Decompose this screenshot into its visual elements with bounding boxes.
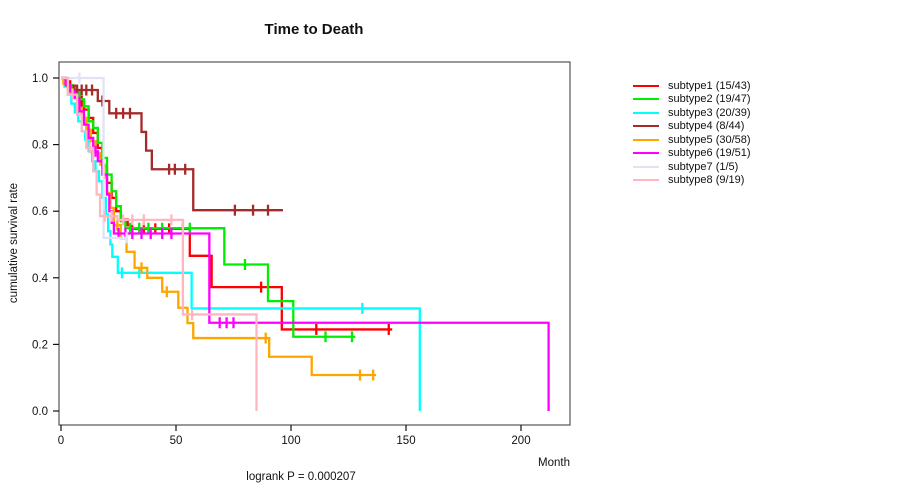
km-curve-subtype7 [61, 76, 128, 239]
legend-swatch-subtype5 [633, 138, 659, 141]
x-tick-label-150: 150 [396, 435, 415, 447]
y-tick-label-0.2: 0.2 [32, 339, 48, 351]
km-curve-subtype6 [61, 76, 550, 411]
legend-label-subtype3: subtype3 (20/39) [668, 106, 751, 119]
plot-border [58, 61, 571, 426]
legend-label-subtype6: subtype6 (19/51) [668, 147, 751, 160]
x-axis-title: Month [538, 457, 570, 469]
legend-swatch-subtype2 [633, 98, 659, 101]
legend-item-subtype8: subtype8 (9/19) [633, 174, 751, 188]
legend-label-subtype2: subtype2 (19/47) [668, 93, 751, 106]
legend-item-subtype1: subtype1 (15/43) [633, 79, 751, 93]
y-tick-label-0.8: 0.8 [32, 140, 48, 152]
legend-item-subtype5: subtype5 (30/58) [633, 133, 751, 147]
legend-item-subtype3: subtype3 (20/39) [633, 106, 751, 120]
legend-swatch-subtype6 [633, 152, 659, 155]
km-curve-subtype8 [61, 76, 258, 411]
x-tick-label-100: 100 [281, 435, 300, 447]
y-tick-label-0.4: 0.4 [32, 273, 49, 285]
y-tick-label-0.6: 0.6 [32, 206, 48, 218]
logrank-annotation: logrank P = 0.000207 [246, 471, 356, 483]
legend-swatch-subtype7 [633, 165, 659, 168]
legend-swatch-subtype4 [633, 125, 659, 128]
legend-item-subtype4: subtype4 (8/44) [633, 120, 751, 134]
x-tick-label-50: 50 [170, 435, 183, 447]
legend-swatch-subtype1 [633, 84, 659, 87]
x-tick-label-200: 200 [511, 435, 530, 447]
km-curve-subtype3 [61, 76, 421, 411]
x-tick-label-0: 0 [58, 435, 64, 447]
legend-label-subtype7: subtype7 (1/5) [668, 160, 739, 173]
legend-label-subtype1: subtype1 (15/43) [668, 79, 751, 92]
legend-label-subtype5: subtype5 (30/58) [668, 133, 751, 146]
y-tick-label-1.0: 1.0 [32, 73, 48, 85]
legend-item-subtype7: subtype7 (1/5) [633, 160, 751, 174]
legend-swatch-subtype8 [633, 179, 659, 182]
legend-label-subtype8: subtype8 (9/19) [668, 174, 745, 187]
legend-swatch-subtype3 [633, 111, 659, 114]
chart-title: Time to Death [264, 21, 364, 38]
legend-item-subtype2: subtype2 (19/47) [633, 93, 751, 107]
legend: subtype1 (15/43) subtype2 (19/47) subtype3… [633, 79, 751, 187]
legend-label-subtype4: subtype4 (8/44) [668, 120, 745, 133]
y-tick-label-0.0: 0.0 [32, 406, 48, 418]
legend-item-subtype6: subtype6 (19/51) [633, 147, 751, 161]
